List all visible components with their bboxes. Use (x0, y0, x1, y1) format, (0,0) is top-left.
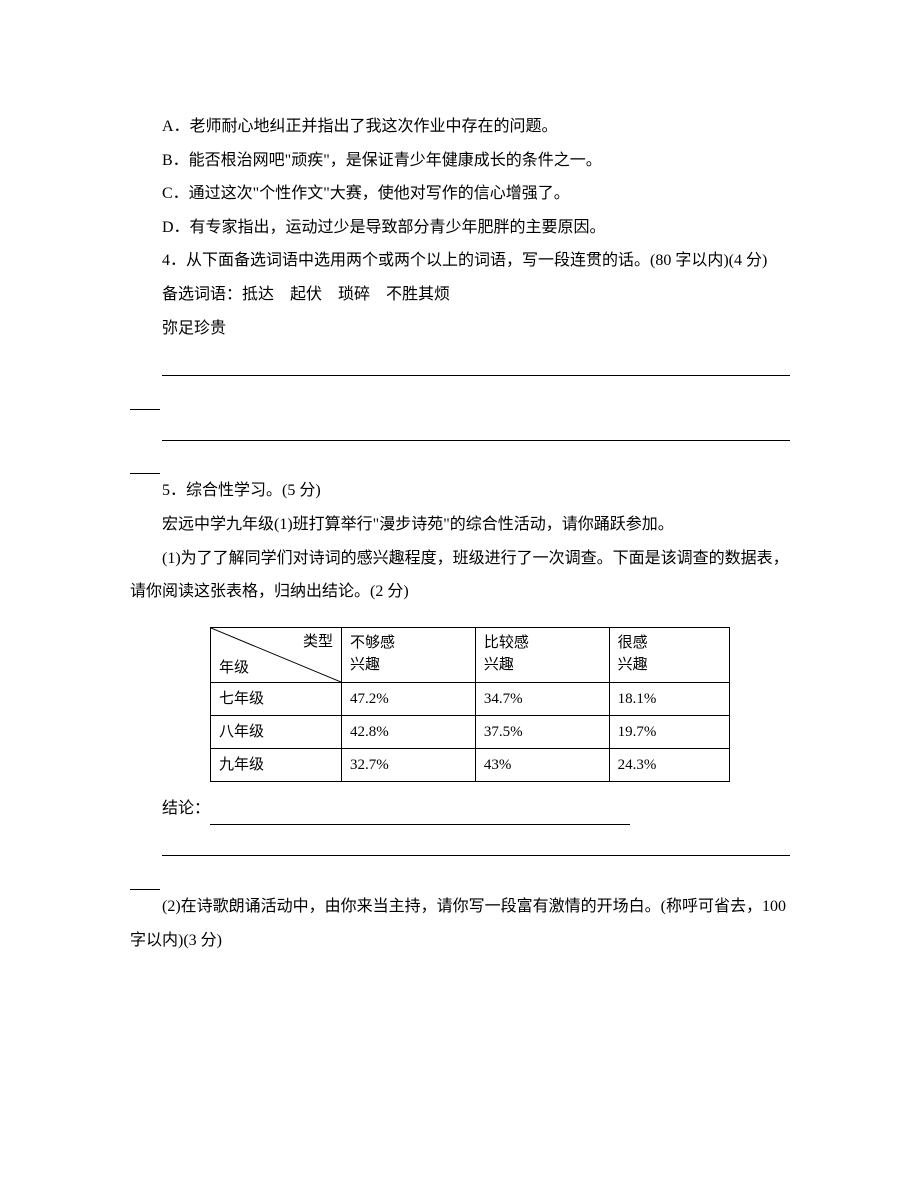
q5-part1: (1)为了了解同学们对诗词的感兴趣程度，班级进行了一次调查。下面是该调查的数据表… (130, 542, 790, 609)
q5-stem: 5．综合性学习。(5 分) (130, 474, 790, 508)
col-header-1a: 不够感 (350, 635, 395, 651)
q4-stem: 4．从下面备选词语中选用两个或两个以上的词语，写一段连贯的话。(80 字以内)(… (130, 244, 790, 278)
survey-table: 类型 年级 不够感 兴趣 比较感 兴趣 很感 兴趣 七年级 47.2% 34.7… (210, 627, 730, 782)
cell-value: 18.1% (609, 682, 729, 715)
cell-grade: 八年级 (211, 715, 342, 748)
col-header-3a: 很感 (618, 635, 648, 651)
answer-line (162, 835, 790, 856)
table-row: 九年级 32.7% 43% 24.3% (211, 748, 730, 781)
answer-line (162, 355, 790, 376)
col-header-2: 比较感 兴趣 (475, 627, 609, 682)
answer-line (210, 806, 630, 825)
col-header-2a: 比较感 (484, 635, 529, 651)
conclusion-line: 结论： (130, 792, 790, 826)
col-header-3b: 兴趣 (618, 657, 648, 673)
option-d: D．有专家指出，运动过少是导致部分青少年肥胖的主要原因。 (130, 211, 790, 245)
cell-value: 42.8% (342, 715, 476, 748)
col-header-1: 不够感 兴趣 (342, 627, 476, 682)
col-header-3: 很感 兴趣 (609, 627, 729, 682)
diagonal-header-cell: 类型 年级 (211, 627, 342, 682)
col-header-2b: 兴趣 (484, 657, 514, 673)
answer-line-tail (130, 856, 790, 890)
table-row: 八年级 42.8% 37.5% 19.7% (211, 715, 730, 748)
cell-value: 43% (475, 748, 609, 781)
cell-value: 32.7% (342, 748, 476, 781)
cell-grade: 九年级 (211, 748, 342, 781)
exam-page: A．老师耐心地纠正并指出了我这次作业中存在的问题。 B．能否根治网吧"顽疾"，是… (0, 0, 920, 1192)
table-row: 七年级 47.2% 34.7% 18.1% (211, 682, 730, 715)
option-c: C．通过这次"个性作文"大赛，使他对写作的信心增强了。 (130, 177, 790, 211)
answer-line-tail (130, 441, 790, 475)
diag-header-type: 类型 (303, 630, 333, 654)
option-b: B．能否根治网吧"顽疾"，是保证青少年健康成长的条件之一。 (130, 144, 790, 178)
cell-value: 37.5% (475, 715, 609, 748)
cell-value: 19.7% (609, 715, 729, 748)
cell-grade: 七年级 (211, 682, 342, 715)
answer-line-tail (130, 376, 790, 410)
q5-part2: (2)在诗歌朗诵活动中，由你来当主持，请你写一段富有激情的开场白。(称呼可省去，… (130, 890, 790, 957)
diag-header-grade: 年级 (219, 656, 249, 680)
q5-intro: 宏远中学九年级(1)班打算举行"漫步诗苑"的综合性活动，请你踊跃参加。 (130, 508, 790, 542)
q4-choices: 备选词语：抵达 起伏 琐碎 不胜其烦 (130, 278, 790, 312)
table-header-row: 类型 年级 不够感 兴趣 比较感 兴趣 很感 兴趣 (211, 627, 730, 682)
option-a: A．老师耐心地纠正并指出了我这次作业中存在的问题。 (130, 110, 790, 144)
col-header-1b: 兴趣 (350, 657, 380, 673)
q4-extra-word: 弥足珍贵 (130, 312, 790, 346)
cell-value: 34.7% (475, 682, 609, 715)
conclusion-label: 结论： (162, 800, 210, 817)
answer-line (162, 420, 790, 441)
cell-value: 24.3% (609, 748, 729, 781)
cell-value: 47.2% (342, 682, 476, 715)
